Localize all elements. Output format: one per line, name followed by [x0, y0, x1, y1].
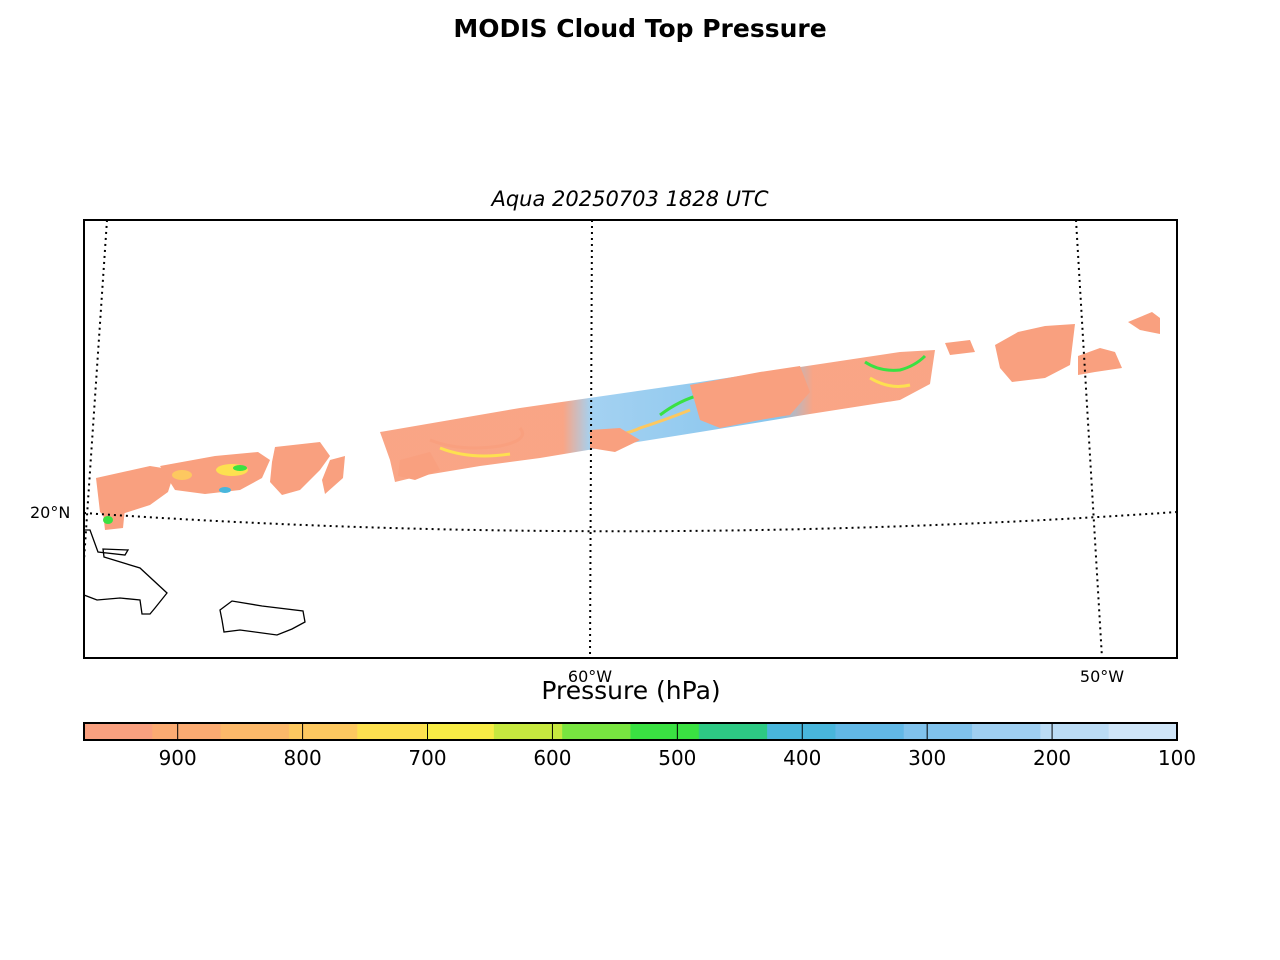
- low-cloud-patches-central: [398, 366, 810, 480]
- longitude-line-60w: [589, 220, 593, 658]
- longitude-label-50w: 50°W: [1079, 667, 1125, 686]
- colorbar-segment: [493, 723, 563, 740]
- colorbar-segment: [1040, 723, 1110, 740]
- colorbar-segment: [357, 723, 427, 740]
- longitude-label-60w: 60°W: [567, 667, 613, 686]
- figure-subtitle: Aqua 20250703 1828 UTC: [491, 187, 769, 211]
- latitude-label-20n: 20°N: [30, 503, 71, 522]
- colorbar-tick-label: 800: [283, 746, 322, 770]
- longitude-line-west: [84, 220, 108, 561]
- colorbar-segment: [903, 723, 973, 740]
- colorbar-segment: [835, 723, 905, 740]
- colorbar-segment: [220, 723, 290, 740]
- cloud-swath: [380, 350, 935, 482]
- low-cloud-patches-west: [96, 442, 345, 530]
- colorbar-tick-label: 100: [1157, 746, 1197, 770]
- colorbar-segment: [630, 723, 700, 740]
- colorbar-tick-label: 400: [783, 746, 822, 770]
- colorbar-segment: [767, 723, 836, 740]
- coastlines: [84, 529, 306, 636]
- colorbar-label: Pressure (hPa): [541, 676, 721, 705]
- colorbar-segment: [972, 723, 1041, 740]
- colorbar-segment: [288, 723, 358, 740]
- colorbar-segment: [425, 723, 495, 740]
- cloud-cores-west: [103, 464, 248, 524]
- colorbar-segment: [1108, 723, 1178, 740]
- map-area: [84, 220, 1177, 658]
- graticule: [84, 220, 1177, 658]
- colorbar-tick-label: 600: [533, 746, 572, 770]
- latitude-line-20n: [84, 511, 1177, 533]
- colorbar-tick-label: 900: [158, 746, 197, 770]
- colorbar-tick-label: 700: [408, 746, 447, 770]
- colorbar-segment: [152, 723, 222, 740]
- colorbar-frame: [83, 722, 1178, 741]
- colorbar: [84, 723, 1178, 740]
- figure-title: MODIS Cloud Top Pressure: [453, 14, 827, 43]
- map-frame: [83, 219, 1178, 659]
- coastline-puerto-rico: [219, 600, 306, 636]
- colorbar-segment: [562, 723, 631, 740]
- longitude-line-50w: [1075, 220, 1103, 658]
- coastline-hispaniola: [84, 529, 168, 615]
- colorbar-tick-label: 200: [1032, 746, 1072, 770]
- colorbar-tick-label: 500: [658, 746, 697, 770]
- colorbar-segment: [84, 723, 153, 740]
- cloud-edges: [429, 354, 927, 458]
- colorbar-tick-label: 300: [908, 746, 947, 770]
- low-cloud-patches-east: [945, 312, 1160, 382]
- colorbar-segment: [698, 723, 768, 740]
